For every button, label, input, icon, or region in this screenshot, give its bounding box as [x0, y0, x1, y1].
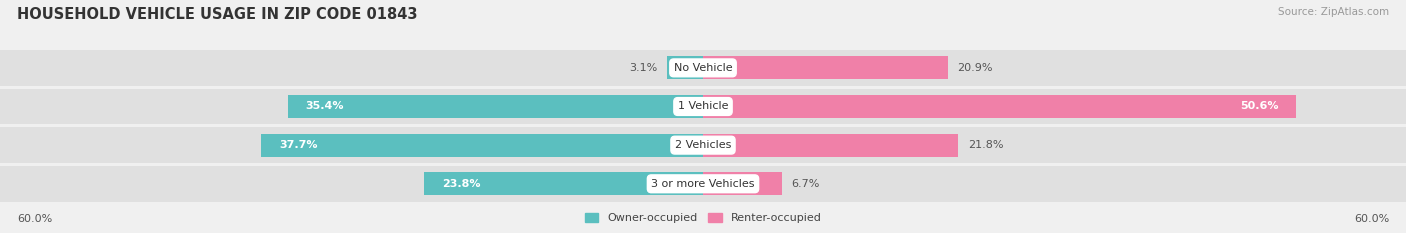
Bar: [0, 166, 1406, 202]
Text: 6.7%: 6.7%: [790, 179, 820, 189]
Text: 37.7%: 37.7%: [278, 140, 318, 150]
Text: 23.8%: 23.8%: [441, 179, 481, 189]
Text: 2 Vehicles: 2 Vehicles: [675, 140, 731, 150]
Bar: [703, 134, 959, 157]
Bar: [666, 56, 703, 79]
Bar: [288, 95, 703, 118]
Text: 35.4%: 35.4%: [307, 102, 344, 112]
Text: 60.0%: 60.0%: [17, 214, 52, 224]
Bar: [0, 127, 1406, 163]
Text: 3.1%: 3.1%: [628, 63, 657, 73]
Text: 21.8%: 21.8%: [967, 140, 1004, 150]
Bar: [703, 172, 782, 195]
Legend: Owner-occupied, Renter-occupied: Owner-occupied, Renter-occupied: [581, 208, 825, 227]
Bar: [703, 56, 948, 79]
Bar: [0, 50, 1406, 86]
Text: 1 Vehicle: 1 Vehicle: [678, 102, 728, 112]
Text: 50.6%: 50.6%: [1240, 102, 1278, 112]
Text: No Vehicle: No Vehicle: [673, 63, 733, 73]
Text: Source: ZipAtlas.com: Source: ZipAtlas.com: [1278, 7, 1389, 17]
Bar: [703, 95, 1296, 118]
Text: 60.0%: 60.0%: [1354, 214, 1389, 224]
Text: HOUSEHOLD VEHICLE USAGE IN ZIP CODE 01843: HOUSEHOLD VEHICLE USAGE IN ZIP CODE 0184…: [17, 7, 418, 22]
Text: 20.9%: 20.9%: [957, 63, 993, 73]
Text: 3 or more Vehicles: 3 or more Vehicles: [651, 179, 755, 189]
Bar: [262, 134, 703, 157]
Bar: [0, 89, 1406, 124]
Bar: [425, 172, 703, 195]
